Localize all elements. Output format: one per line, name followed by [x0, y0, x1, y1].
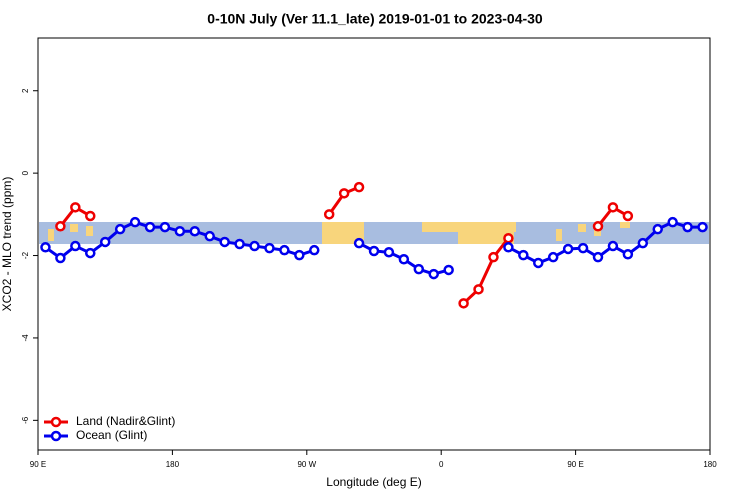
data-point — [40, 242, 51, 253]
data-point — [577, 242, 589, 254]
data-point — [458, 298, 469, 309]
legend-marker — [50, 416, 62, 428]
data-point — [353, 181, 365, 193]
data-point — [129, 216, 141, 228]
data-point — [518, 249, 529, 261]
data-point — [488, 251, 499, 263]
data-point — [473, 284, 484, 295]
x-tick-label: 90 E — [567, 460, 583, 469]
data-point — [592, 251, 604, 263]
data-point — [279, 244, 290, 256]
series-line — [59, 185, 629, 305]
data-point — [189, 225, 201, 237]
data-point — [159, 221, 171, 233]
legend-label: Ocean (Glint) — [76, 428, 147, 442]
y-tick-label: -2 — [21, 251, 30, 259]
data-point — [114, 223, 126, 235]
data-point — [234, 238, 245, 250]
data-point — [503, 242, 514, 253]
data-point — [697, 221, 708, 233]
legend-label: Land (Nadir&Glint) — [76, 414, 175, 428]
data-point — [204, 230, 215, 242]
x-tick-label: 90 E — [30, 460, 46, 469]
y-tick-label: 0 — [21, 170, 30, 175]
data-point — [637, 237, 649, 249]
data-point — [592, 221, 604, 232]
data-point — [443, 264, 454, 276]
data-point — [428, 268, 439, 280]
map-strip — [39, 222, 709, 244]
data-point — [353, 237, 365, 249]
data-point — [323, 209, 335, 220]
data-point — [667, 216, 678, 228]
x-axis-label: Longitude (deg E) — [326, 475, 421, 489]
data-point — [533, 257, 544, 269]
data-point — [309, 244, 320, 256]
data-point — [99, 236, 111, 248]
data-point — [562, 243, 574, 255]
data-point — [70, 202, 81, 213]
data-point — [368, 245, 380, 257]
y-tick-label: -6 — [21, 416, 30, 424]
x-tick-label: 180 — [703, 460, 717, 469]
data-point — [249, 240, 260, 252]
data-point — [607, 202, 619, 213]
data-point — [85, 247, 96, 259]
data-point — [622, 249, 634, 260]
data-point — [503, 232, 514, 244]
x-tick-label: 90 W — [297, 460, 316, 469]
y-tick-label: -4 — [21, 334, 30, 342]
data-point — [622, 210, 634, 222]
data-point — [398, 253, 410, 265]
data-point — [652, 223, 663, 235]
chart-title: 0-10N July (Ver 11.1_late) 2019-01-01 to… — [207, 11, 543, 27]
data-point — [55, 252, 66, 264]
data-point — [264, 242, 275, 254]
data-point — [413, 263, 425, 275]
data-point — [219, 236, 230, 248]
y-axis-label: XCO2 - MLO trend (ppm) — [0, 177, 14, 312]
x-tick-label: 180 — [166, 460, 180, 469]
y-tick-label: 2 — [21, 88, 30, 93]
data-point — [144, 221, 156, 233]
data-point — [70, 240, 81, 252]
plot-frame — [37, 37, 711, 451]
data-point — [547, 251, 559, 263]
legend-marker — [50, 430, 62, 442]
data-point — [682, 221, 693, 233]
data-point — [338, 188, 350, 199]
data-point — [85, 210, 96, 222]
data-point — [55, 221, 66, 232]
data-point — [174, 225, 186, 237]
data-point — [383, 246, 395, 258]
x-tick-label: 0 — [439, 460, 444, 469]
data-point — [294, 249, 305, 261]
data-point — [607, 240, 619, 252]
